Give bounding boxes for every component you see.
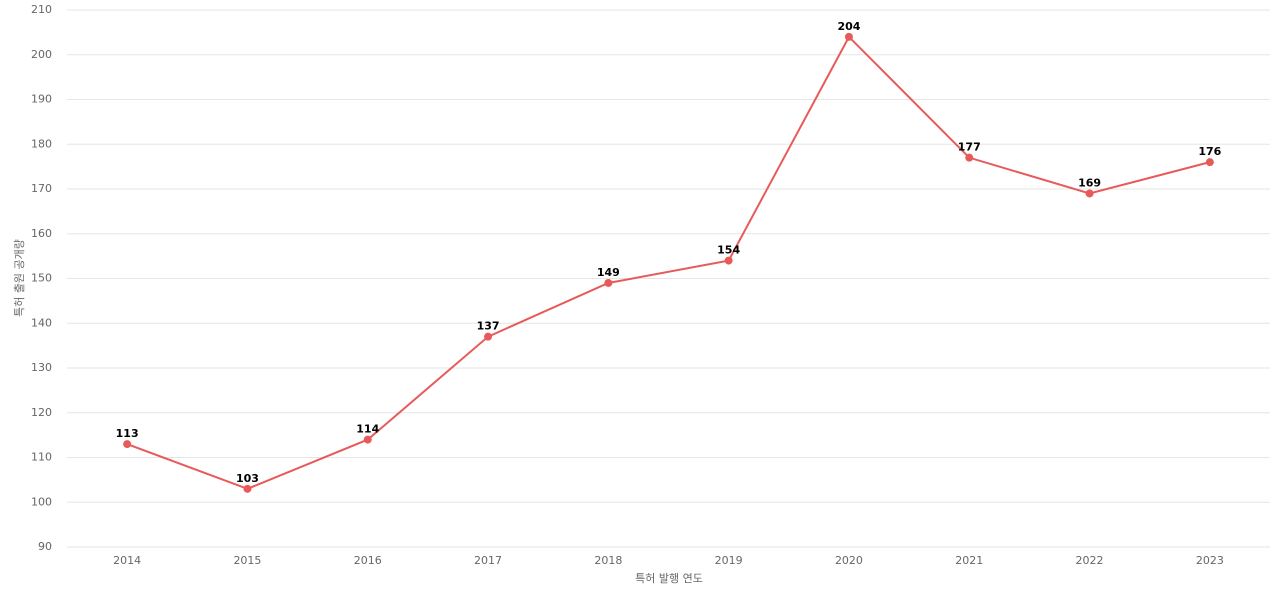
data-point <box>484 332 493 341</box>
y-tick-label: 130 <box>31 361 52 374</box>
data-point <box>363 435 372 444</box>
y-tick-label: 180 <box>31 137 52 150</box>
x-tick-label: 2019 <box>715 554 743 567</box>
data-point <box>604 278 613 287</box>
data-point <box>243 484 252 493</box>
data-label: 103 <box>236 472 259 485</box>
data-label: 114 <box>356 423 379 436</box>
x-tick-label: 2014 <box>113 554 141 567</box>
x-tick-label: 2015 <box>233 554 261 567</box>
y-tick-label: 210 <box>31 3 52 16</box>
data-label: 177 <box>958 141 981 154</box>
x-tick-label: 2017 <box>474 554 502 567</box>
data-point <box>1085 189 1094 198</box>
data-point <box>1205 158 1214 167</box>
data-label: 176 <box>1198 145 1221 158</box>
y-tick-label: 170 <box>31 182 52 195</box>
y-tick-label: 110 <box>31 451 52 464</box>
data-point <box>965 153 974 162</box>
data-point <box>123 440 132 449</box>
x-tick-label: 2021 <box>955 554 983 567</box>
data-label: 113 <box>116 427 139 440</box>
data-line <box>126 35 1211 490</box>
data-label: 169 <box>1078 176 1101 189</box>
data-label: 204 <box>837 20 860 33</box>
y-tick-label: 150 <box>31 272 52 285</box>
x-tick-label: 2016 <box>354 554 382 567</box>
x-tick-label: 2020 <box>835 554 863 567</box>
data-point <box>724 256 733 265</box>
y-tick-label: 120 <box>31 406 52 419</box>
data-label: 149 <box>597 266 620 279</box>
x-tick-label: 2022 <box>1076 554 1104 567</box>
data-label: 137 <box>477 320 500 333</box>
y-tick-label: 90 <box>38 540 52 553</box>
y-tick-label: 190 <box>31 93 52 106</box>
x-axis-title: 특허 발행 연도 <box>635 572 703 585</box>
x-tick-label: 2023 <box>1196 554 1224 567</box>
y-axis-title: 특허 출원 공개량 <box>13 239 26 317</box>
data-label: 154 <box>717 244 740 257</box>
y-tick-label: 140 <box>31 316 52 329</box>
data-point <box>844 32 853 41</box>
y-tick-label: 100 <box>31 495 52 508</box>
y-tick-label: 200 <box>31 48 52 61</box>
y-tick-label: 160 <box>31 227 52 240</box>
x-tick-label: 2018 <box>594 554 622 567</box>
